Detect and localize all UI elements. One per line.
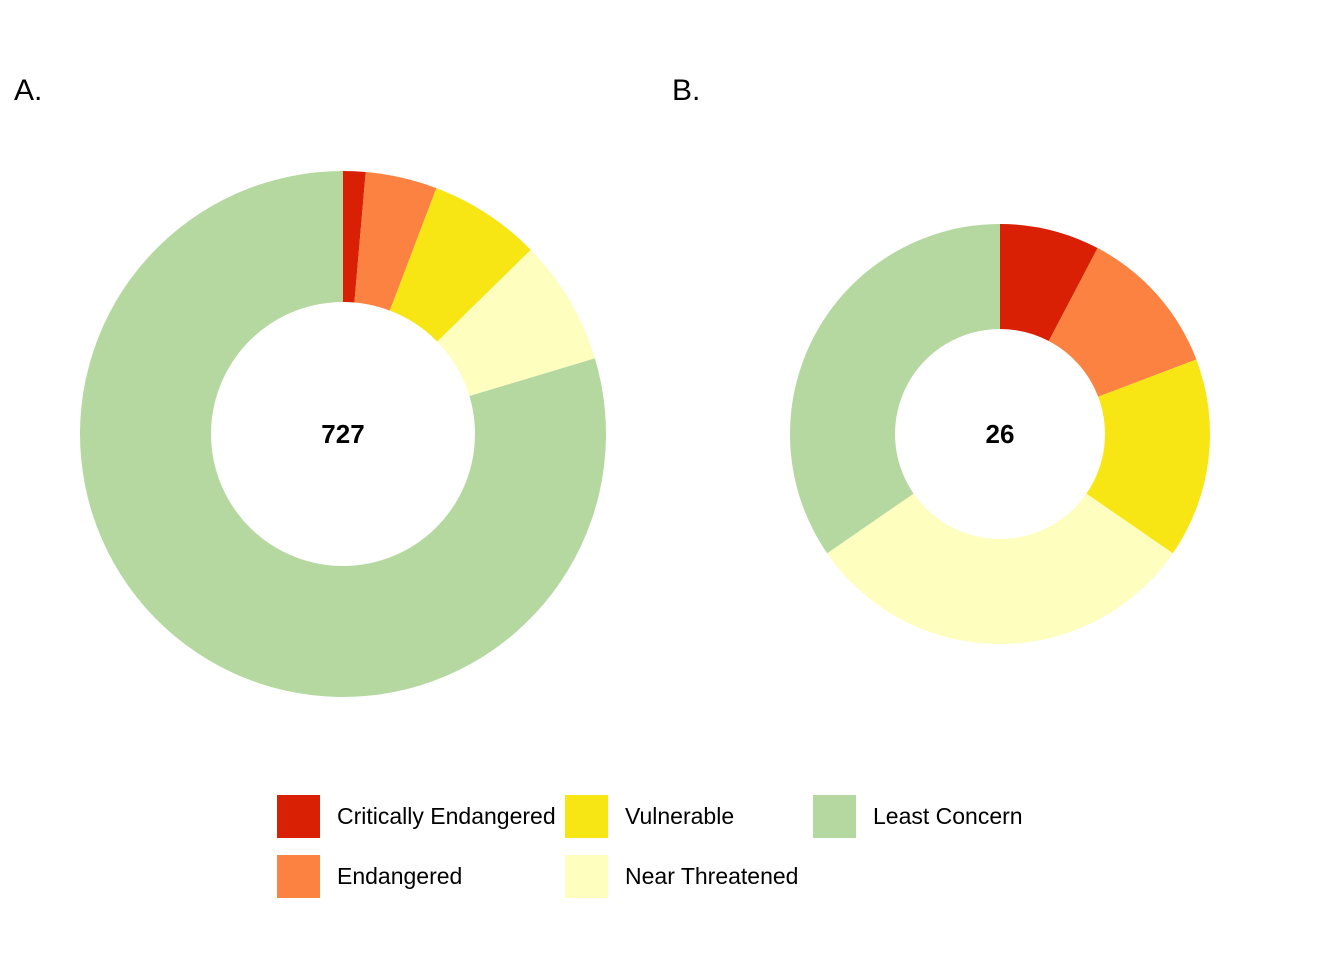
legend-item-near-threatened: Near Threatened	[565, 854, 798, 898]
donut-chart-a: 727	[80, 171, 607, 697]
legend-item-critically-endangered: Critically Endangered	[277, 794, 556, 838]
slice-endangered	[1048, 248, 1197, 397]
legend-item-vulnerable: Vulnerable	[565, 794, 734, 838]
legend-label: Vulnerable	[625, 802, 735, 829]
legend-label: Critically Endangered	[337, 802, 556, 829]
legend: Critically Endangered Endangered Vulnera…	[277, 794, 1097, 904]
legend-label: Endangered	[337, 862, 463, 889]
slice-least-concern	[80, 171, 607, 697]
legend-swatch	[277, 854, 320, 898]
slice-vulnerable	[1086, 359, 1210, 554]
slice-near-threatened	[827, 493, 1173, 644]
legend-swatch	[565, 794, 608, 838]
slice-critically-endangered	[343, 171, 366, 303]
center-total: 727	[321, 419, 364, 449]
legend-swatch	[813, 794, 856, 838]
legend-item-least-concern: Least Concern	[813, 794, 1023, 838]
legend-item-endangered: Endangered	[277, 854, 462, 898]
panel-b-label: B.	[672, 74, 701, 107]
legend-label: Near Threatened	[625, 862, 799, 889]
panel-a-label: A.	[14, 74, 43, 107]
legend-swatch	[277, 794, 320, 838]
donut-chart-b: 26	[790, 224, 1210, 644]
slice-endangered	[354, 171, 437, 311]
legend-swatch	[565, 854, 608, 898]
legend-label: Least Concern	[873, 802, 1023, 829]
slice-vulnerable	[389, 188, 531, 342]
slice-least-concern	[790, 224, 1000, 554]
center-total: 26	[986, 419, 1015, 449]
slice-near-threatened	[437, 249, 595, 397]
slice-critically-endangered	[1000, 224, 1098, 342]
